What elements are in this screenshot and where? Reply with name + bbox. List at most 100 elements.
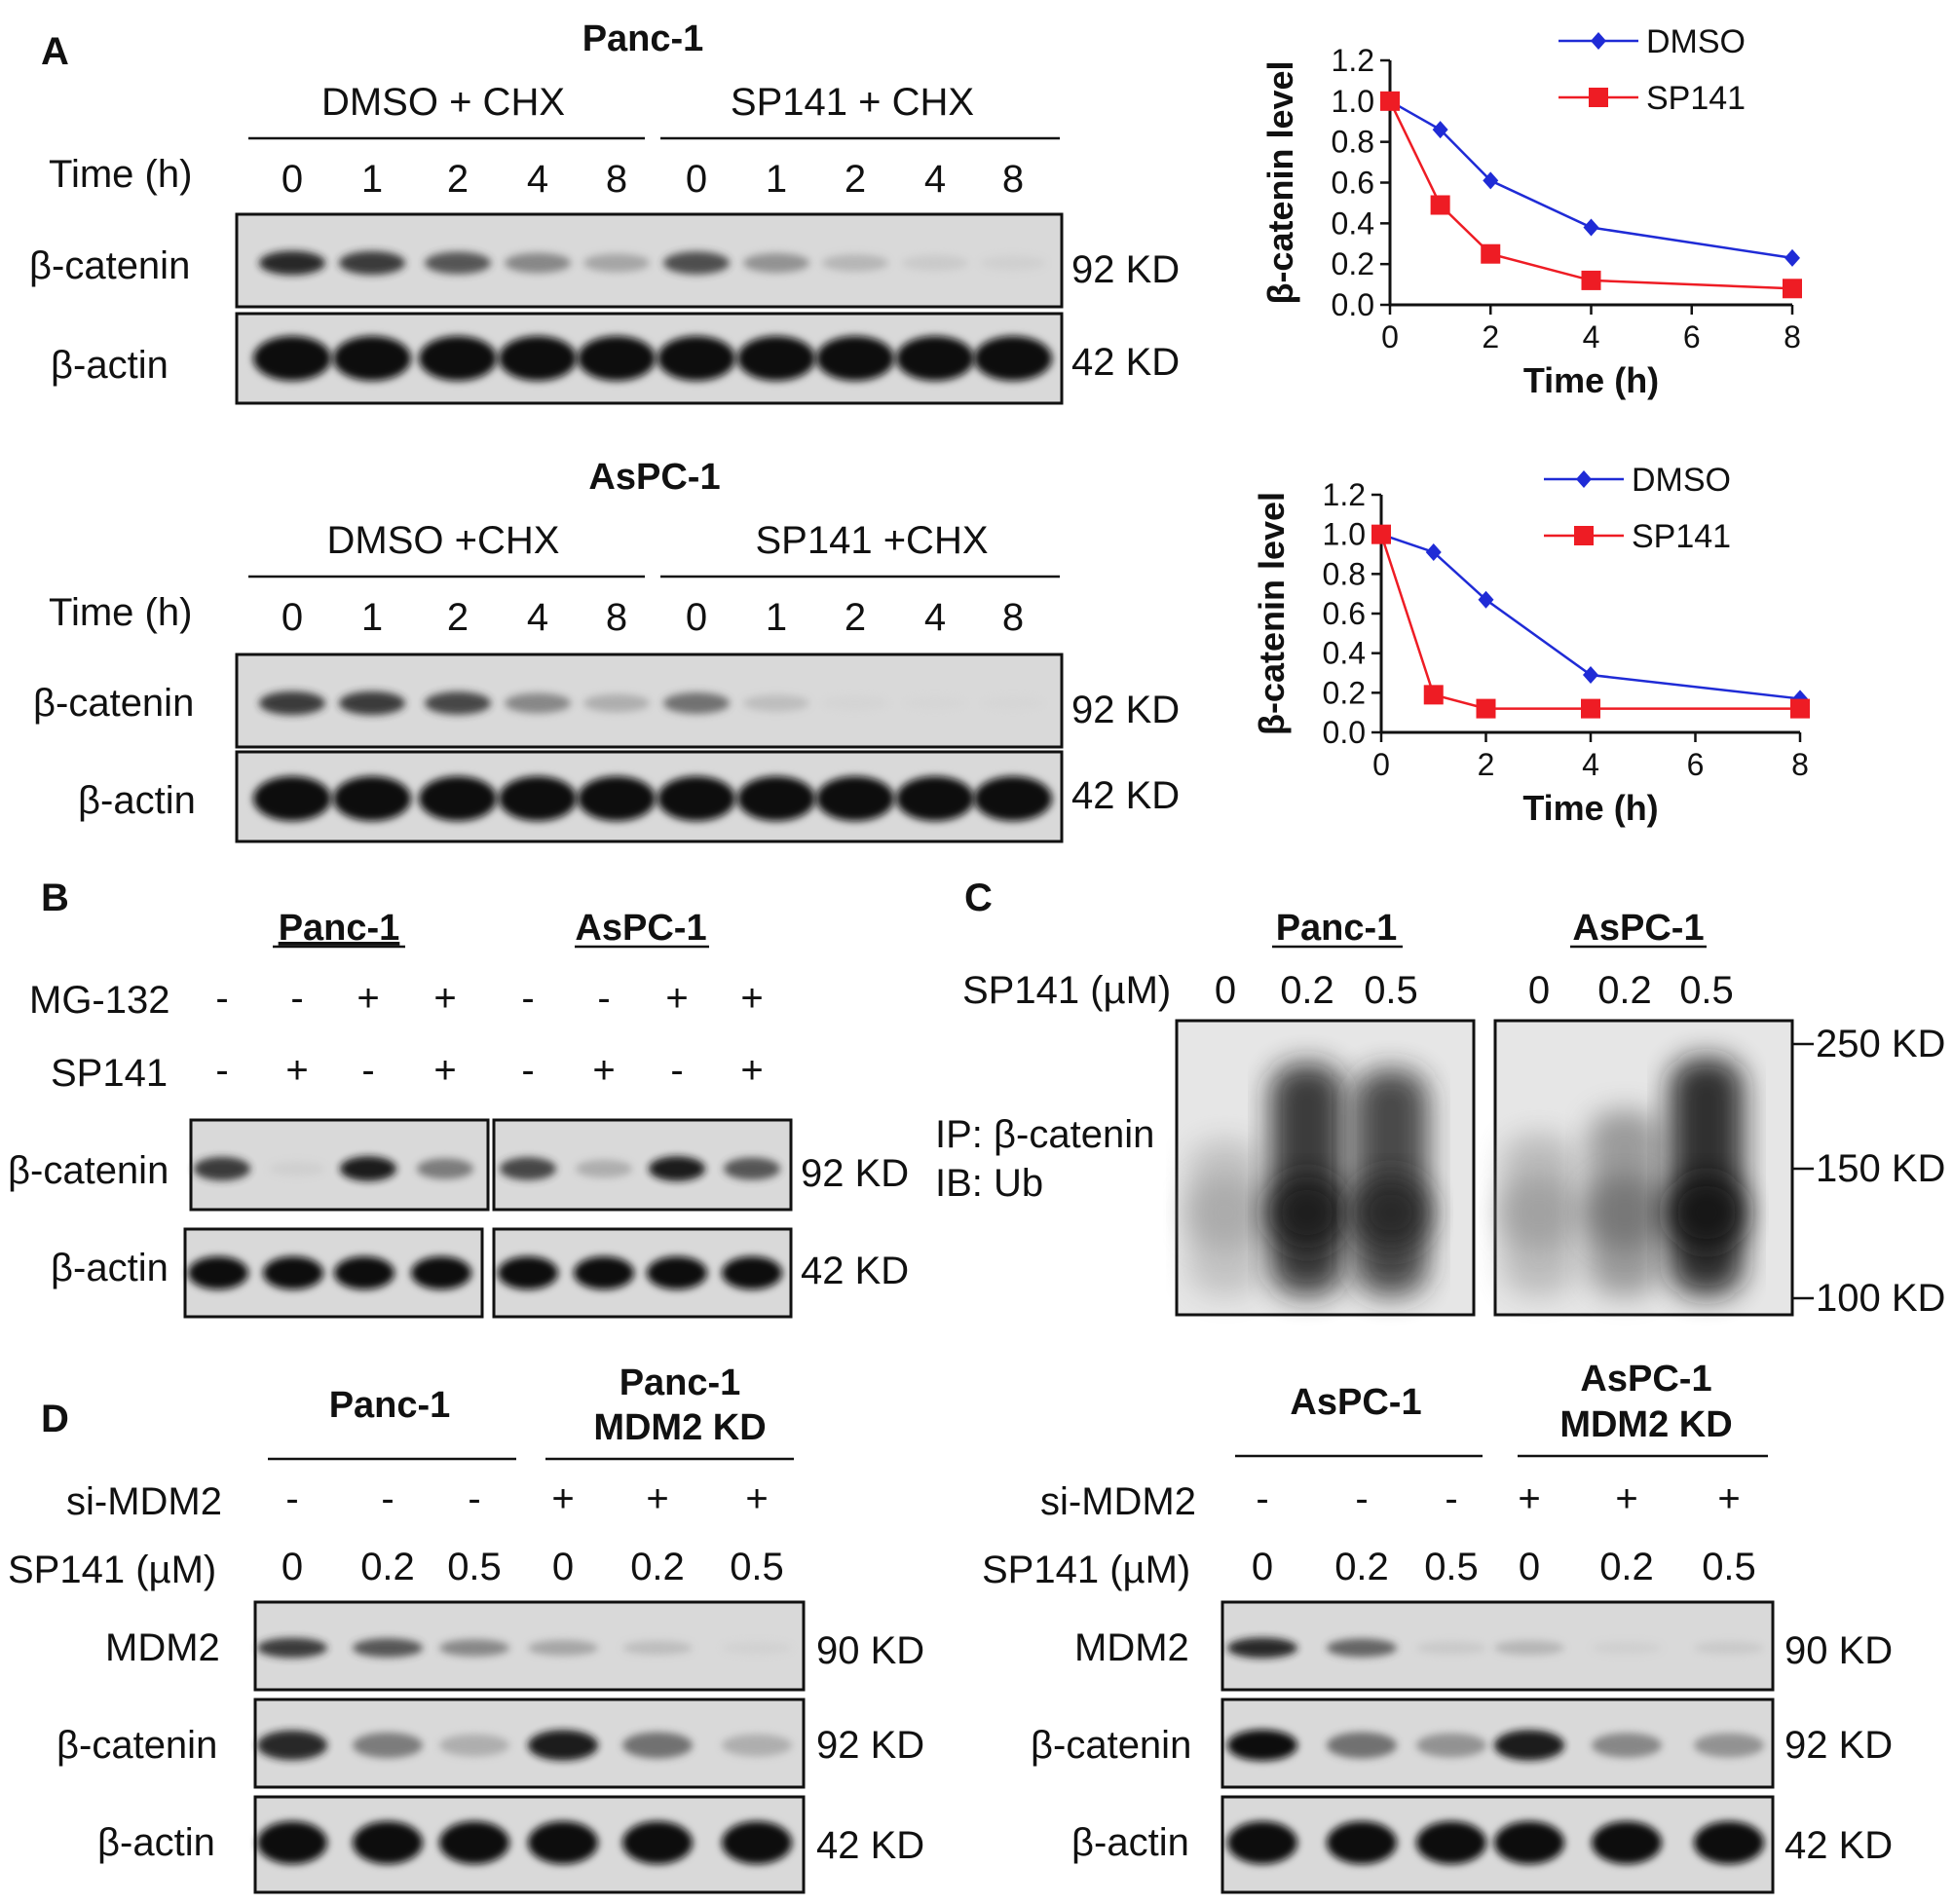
- cell-line-title: Panc-1: [279, 908, 400, 949]
- protein-band: [425, 691, 491, 715]
- data-point-dmso: [1425, 542, 1442, 561]
- blot-bands: [253, 691, 1052, 821]
- protein-band: [439, 1639, 509, 1657]
- protein-band: [663, 251, 730, 275]
- group-label: DMSO +CHX: [327, 519, 560, 562]
- lane-label: 0: [686, 158, 707, 201]
- row-label: β-catenin: [56, 1724, 217, 1767]
- lane-label: 8: [606, 158, 627, 201]
- lane-label: 2: [845, 596, 866, 639]
- y-tick-label: 0.4: [1323, 636, 1366, 671]
- treatment-value: 0.5: [1424, 1546, 1479, 1588]
- treatment-value: 0.2: [1599, 1546, 1654, 1588]
- ubiquitin-smear-core: [1352, 1176, 1430, 1250]
- data-point-dmso: [1784, 248, 1800, 267]
- protein-band: [657, 336, 735, 381]
- lane-label: 4: [924, 596, 946, 639]
- protein-band: [1592, 1821, 1662, 1864]
- lane-label: 2: [447, 596, 469, 639]
- protein-band: [417, 1158, 473, 1179]
- treatment-value: 0: [1252, 1546, 1273, 1588]
- x-axis-label: Time (h): [1522, 788, 1658, 828]
- treatment-sign: -: [215, 1049, 228, 1092]
- protein-band: [578, 336, 656, 381]
- y-tick-label: 0.2: [1323, 675, 1366, 710]
- protein-band: [583, 693, 650, 713]
- cell-line-title: Panc-1: [1276, 908, 1398, 949]
- data-point-sp141: [1380, 91, 1400, 111]
- protein-band: [1227, 1821, 1297, 1864]
- lane-label: 2: [447, 158, 469, 201]
- size-label: 42 KD: [1071, 341, 1180, 384]
- size-label: 92 KD: [1071, 248, 1180, 291]
- data-point-sp141: [1423, 685, 1444, 705]
- protein-band: [724, 1157, 780, 1180]
- y-tick-label: 1.0: [1332, 84, 1374, 119]
- group-label: MDM2 KD: [1559, 1404, 1732, 1445]
- treatment-sign: +: [433, 1049, 456, 1092]
- data-point-sp141: [1481, 243, 1501, 264]
- treatment-label: SP141 (µM): [8, 1549, 216, 1591]
- treatment-sign: -: [670, 1049, 683, 1092]
- treatment-signs: - - + + - - + + - + - + - + - +: [215, 977, 763, 1092]
- protein-band: [1694, 1821, 1764, 1864]
- group-label: Panc-1: [620, 1363, 741, 1403]
- protein-band: [622, 1732, 693, 1759]
- lane-labels: 0 1 2 4 8 0 1 2 4 8: [282, 596, 1024, 639]
- group-label: SP141 +CHX: [755, 519, 988, 562]
- y-tick-label: 0.8: [1332, 125, 1374, 160]
- treatment-sign: -: [290, 977, 303, 1020]
- protein-band: [259, 250, 325, 276]
- blot-bands: [1227, 1637, 1764, 1864]
- protein-band: [722, 1256, 782, 1289]
- treatment-value: -: [1256, 1477, 1268, 1520]
- y-tick-label: 0.6: [1332, 166, 1374, 201]
- legend-marker: [1574, 526, 1594, 545]
- treatment-sign: +: [740, 977, 763, 1020]
- treatment-value: 0.2: [630, 1546, 685, 1588]
- treatment-sign: +: [740, 1049, 763, 1092]
- protein-band: [334, 1256, 394, 1289]
- protein-band: [259, 691, 325, 716]
- dose-value: 0.2: [1280, 969, 1334, 1012]
- treatment-sign: -: [521, 977, 534, 1020]
- data-point-dmso: [1583, 666, 1598, 685]
- legend-label: DMSO: [1646, 23, 1746, 60]
- protein-band: [353, 1732, 423, 1759]
- lane-label: 1: [766, 596, 787, 639]
- treatment-value: +: [1717, 1477, 1740, 1520]
- data-point-sp141: [1581, 698, 1600, 719]
- protein-band: [353, 1638, 423, 1658]
- protein-band: [257, 1637, 327, 1659]
- protein-band: [622, 1821, 693, 1864]
- protein-band: [1416, 1733, 1486, 1758]
- panel-d-blot-panc1: Panc-1 Panc-1 MDM2 KD si-MDM2 SP141 (µM)…: [8, 1363, 924, 1894]
- protein-band: [649, 1156, 705, 1181]
- size-label: 42 KD: [816, 1824, 924, 1867]
- marker-label: 100 KD: [1816, 1277, 1945, 1320]
- protein-band: [333, 336, 411, 381]
- treatment-value: 0.5: [1702, 1546, 1756, 1588]
- treatment-value: -: [1445, 1477, 1457, 1520]
- y-tick-label: 1.2: [1323, 477, 1366, 512]
- lane-label: 1: [361, 596, 383, 639]
- protein-band: [622, 1640, 693, 1656]
- treatment-label: MG-132: [29, 979, 170, 1022]
- row-label: β-actin: [97, 1821, 215, 1864]
- treatment-value: +: [551, 1477, 574, 1520]
- treatment-sign: -: [215, 977, 228, 1020]
- protein-band: [425, 251, 491, 275]
- data-point-sp141: [1783, 279, 1802, 299]
- x-tick-label: 0: [1381, 319, 1399, 355]
- treatment-sign: -: [361, 1049, 374, 1092]
- treatment-value: -: [468, 1477, 480, 1520]
- ubiquitin-smear-core: [1586, 1176, 1664, 1250]
- treatment-value: 0.2: [360, 1546, 415, 1588]
- panel-label-c: C: [964, 877, 993, 919]
- protein-band: [1327, 1821, 1397, 1864]
- data-point-sp141: [1430, 195, 1450, 215]
- treatment-sign: +: [665, 977, 688, 1020]
- protein-band: [980, 255, 1046, 271]
- treatment-values: - - - + + +0 0.2 0.5 0 0.2 0.5: [1252, 1477, 1756, 1588]
